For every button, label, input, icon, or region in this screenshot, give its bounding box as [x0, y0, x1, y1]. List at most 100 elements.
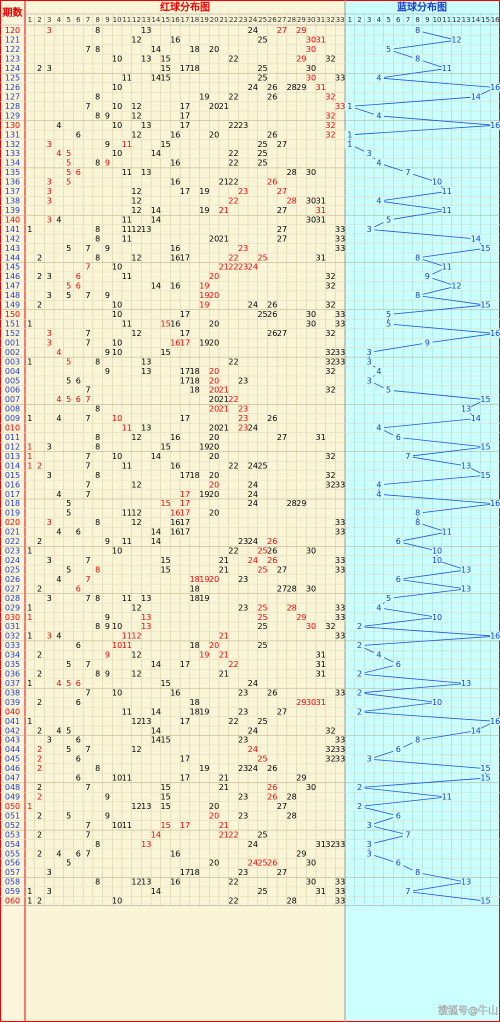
- blue-ball: 1: [347, 140, 352, 149]
- period: 009: [5, 414, 20, 423]
- red-ball: 2: [37, 272, 42, 281]
- period: 039: [5, 698, 20, 707]
- blue-ball-bg: [393, 811, 404, 820]
- blue-ball: 11: [442, 206, 452, 215]
- red-ball: 11: [122, 424, 132, 433]
- red-ball: 10: [112, 310, 122, 319]
- blue-ball: 3: [367, 348, 372, 357]
- blue-ball: 5: [386, 594, 391, 603]
- red-ball: 6: [76, 736, 81, 745]
- red-ball: 8: [95, 357, 100, 366]
- red-ball: 27: [277, 234, 287, 243]
- red-ball: 22: [228, 149, 238, 158]
- column-number: 19: [200, 16, 209, 24]
- red-ball: 6: [76, 376, 81, 385]
- red-ball: 17: [180, 253, 190, 262]
- red-ball: 20: [209, 102, 219, 111]
- blue-ball-bg: [490, 83, 500, 92]
- blue-ball-bg: [373, 367, 384, 376]
- red-ball: 7: [85, 452, 90, 461]
- red-ball: 30: [306, 168, 316, 177]
- red-ball: 13: [141, 55, 151, 64]
- red-ball: 33: [335, 480, 345, 489]
- red-ball: 5: [66, 178, 71, 187]
- red-ball: 3: [47, 64, 52, 73]
- column-number: 5: [66, 16, 70, 24]
- red-ball: 9: [105, 159, 110, 168]
- red-ball: 1: [27, 461, 32, 470]
- red-ball: 5: [66, 291, 71, 300]
- red-ball: 17: [180, 509, 190, 518]
- red-ball: 8: [95, 840, 100, 849]
- period: 142: [5, 234, 20, 243]
- column-number: 8: [415, 16, 419, 24]
- red-ball: 2: [37, 584, 42, 593]
- red-ball: 21: [219, 565, 229, 574]
- red-ball: 32: [325, 348, 335, 357]
- red-ball: 31: [316, 206, 326, 215]
- red-ball: 7: [85, 745, 90, 754]
- period: 055: [5, 849, 20, 858]
- period: 044: [5, 745, 20, 754]
- red-ball: 19: [199, 707, 209, 716]
- red-ball: 17: [180, 528, 190, 537]
- red-ball: 30: [306, 319, 316, 328]
- red-ball: 21: [219, 783, 229, 792]
- red-ball: 25: [257, 149, 267, 158]
- red-ball: 16: [170, 253, 180, 262]
- red-ball: 14: [151, 45, 161, 54]
- red-ball: 4: [56, 121, 61, 130]
- blue-ball: 7: [405, 830, 410, 839]
- red-ball: 25: [257, 253, 267, 262]
- period: 126: [5, 83, 20, 92]
- blue-ball: 8: [415, 291, 420, 300]
- period: 002: [5, 348, 20, 357]
- column-number: 32: [326, 16, 335, 24]
- period: 013: [5, 452, 20, 461]
- period: 023: [5, 547, 20, 556]
- blue-ball-bg: [383, 319, 394, 328]
- red-ball: 31: [316, 215, 326, 224]
- red-ball: 6: [76, 272, 81, 281]
- red-ball: 21: [219, 821, 229, 830]
- red-ball: 29: [296, 26, 306, 35]
- red-ball: 17: [180, 338, 190, 347]
- blue-ball: 15: [480, 471, 490, 480]
- red-ball: 15: [161, 64, 171, 73]
- blue-ball-bg: [373, 480, 384, 489]
- blue-ball-bg: [354, 641, 365, 650]
- red-ball: 20: [209, 811, 219, 820]
- red-ball: 14: [151, 726, 161, 735]
- red-ball: 3: [47, 197, 52, 206]
- red-ball: 29: [296, 849, 306, 858]
- blue-ball-bg: [373, 603, 384, 612]
- blue-ball: 8: [415, 509, 420, 518]
- red-ball: 18: [190, 868, 200, 877]
- blue-ball-bg: [441, 792, 452, 801]
- period: 138: [5, 197, 20, 206]
- red-ball: 15: [161, 140, 171, 149]
- blue-ball-bg: [470, 414, 481, 423]
- red-ball: 30: [306, 45, 316, 54]
- red-ball: 19: [199, 490, 209, 499]
- red-ball: 32: [325, 480, 335, 489]
- red-ball: 26: [267, 130, 277, 139]
- red-ball: 15: [161, 565, 171, 574]
- period: 040: [5, 707, 20, 716]
- blue-ball-bg: [412, 253, 423, 262]
- red-ball: 31: [316, 36, 326, 45]
- red-ball: 25: [257, 565, 267, 574]
- red-ball: 17: [180, 64, 190, 73]
- red-ball: 13: [141, 622, 151, 631]
- column-number: 8: [95, 16, 99, 24]
- red-ball: 24: [248, 424, 258, 433]
- column-number: 26: [268, 16, 277, 24]
- red-ball: 12: [131, 329, 141, 338]
- blue-ball-bg: [364, 225, 375, 234]
- red-ball: 3: [47, 272, 52, 281]
- red-ball: 7: [85, 783, 90, 792]
- blue-ball: 4: [376, 603, 381, 612]
- blue-ball: 8: [415, 868, 420, 877]
- red-ball: 25: [257, 717, 267, 726]
- red-ball: 28: [287, 197, 297, 206]
